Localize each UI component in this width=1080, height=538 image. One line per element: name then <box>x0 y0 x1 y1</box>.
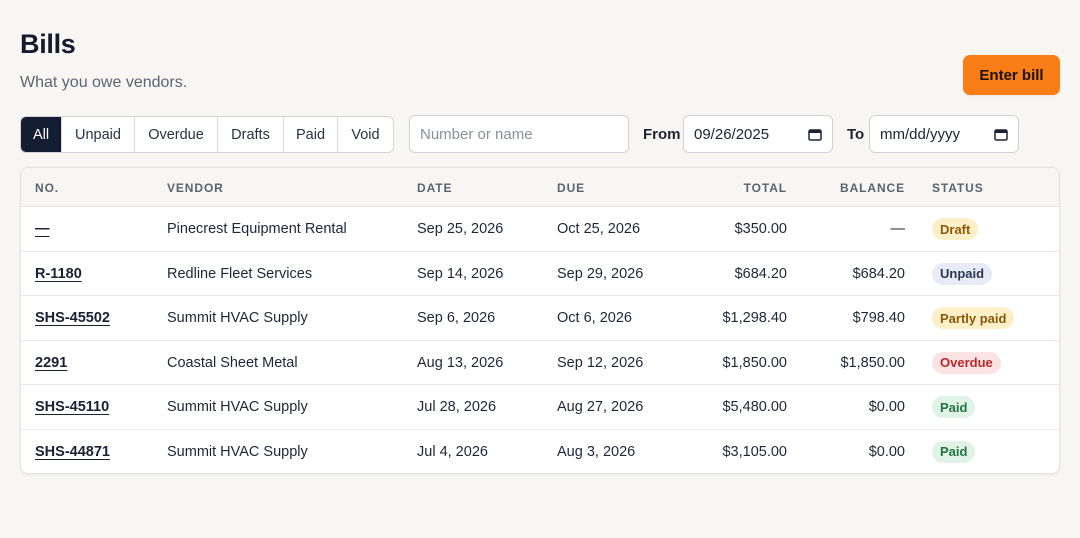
balance-amount: $1,850.00 <box>840 354 905 371</box>
tab-overdue[interactable]: Overdue <box>135 117 218 152</box>
bill-date: Sep 25, 2026 <box>417 221 504 237</box>
column-header-balance: BALANCE <box>840 181 905 195</box>
total-amount: $684.20 <box>734 265 787 282</box>
page-subtitle: What you owe vendors. <box>20 74 188 91</box>
due-date: Oct 25, 2026 <box>557 221 641 237</box>
total-amount: $1,298.40 <box>722 310 787 327</box>
bill-date: Sep 14, 2026 <box>417 265 504 282</box>
vendor-name: Summit HVAC Supply <box>167 310 308 327</box>
table-row[interactable]: SHS-44871 Summit HVAC Supply Jul 4, 2026 Au… <box>21 430 1059 473</box>
bill-number-link[interactable]: SHS-45502 <box>35 310 110 327</box>
balance-amount: — <box>890 221 906 237</box>
calendar-icon[interactable] <box>808 128 822 141</box>
status-cell: Overdue <box>932 341 1001 385</box>
status-cell: Partly paid <box>932 296 1015 340</box>
balance-amount: $0.00 <box>868 399 905 416</box>
to-date-field[interactable]: mm/dd/yyyy <box>869 115 1019 153</box>
status-badge: Paid <box>932 396 976 419</box>
column-header-no: NO. <box>35 181 60 195</box>
bill-number-link[interactable]: — <box>35 221 50 237</box>
bills-table: NO. VENDOR DATE DUE TOTAL BALANCE STATUS… <box>20 167 1060 474</box>
bill-number-link[interactable]: SHS-44871 <box>35 443 110 460</box>
tab-drafts[interactable]: Drafts <box>218 117 284 152</box>
table-row[interactable]: SHS-45502 Summit HVAC Supply Sep 6, 2026 Oc… <box>21 296 1059 341</box>
to-label: To <box>847 126 865 143</box>
total-amount: $1,850.00 <box>722 354 787 371</box>
table-header: NO. VENDOR DATE DUE TOTAL BALANCE STATUS <box>21 168 1059 207</box>
tab-void[interactable]: Void <box>338 117 393 152</box>
vendor-name: Redline Fleet Services <box>167 265 313 282</box>
due-date: Sep 12, 2026 <box>557 354 644 371</box>
bill-date: Aug 13, 2026 <box>417 354 504 371</box>
vendor-name: Summit HVAC Supply <box>167 399 308 416</box>
bill-number-link[interactable]: 2291 <box>35 354 68 371</box>
balance-amount: $0.00 <box>868 443 905 460</box>
status-cell: Draft <box>932 207 979 251</box>
from-date-field[interactable]: 09/26/2025 <box>683 115 833 153</box>
column-header-total: TOTAL <box>743 181 787 195</box>
status-badge: Draft <box>932 218 979 240</box>
due-date: Sep 29, 2026 <box>557 265 644 282</box>
due-date: Aug 27, 2026 <box>557 399 644 416</box>
from-label: From <box>643 126 681 143</box>
column-header-status: STATUS <box>932 181 984 195</box>
status-cell: Unpaid <box>932 252 993 296</box>
table-row[interactable]: 2291 Coastal Sheet Metal Aug 13, 2026 Sep 1… <box>21 341 1059 386</box>
bill-date: Sep 6, 2026 <box>417 310 496 327</box>
bill-date: Jul 4, 2026 <box>417 443 488 460</box>
status-badge: Unpaid <box>932 262 993 285</box>
status-badge: Overdue <box>932 351 1001 374</box>
search-input[interactable] <box>409 115 629 153</box>
vendor-name: Coastal Sheet Metal <box>167 354 298 371</box>
bill-number-link[interactable]: R-1180 <box>35 265 82 282</box>
from-date-value: 09/26/2025 <box>694 125 770 143</box>
table-row[interactable]: R-1180 Redline Fleet Services Sep 14, 2026… <box>21 252 1059 297</box>
table-row[interactable]: SHS-45110 Summit HVAC Supply Jul 28, 2026 A… <box>21 385 1059 430</box>
status-cell: Paid <box>932 385 976 429</box>
due-date: Oct 6, 2026 <box>557 310 632 327</box>
status-badge: Paid <box>932 440 976 463</box>
tab-unpaid[interactable]: Unpaid <box>62 117 135 152</box>
to-date-value: mm/dd/yyyy <box>880 125 961 143</box>
bill-date: Jul 28, 2026 <box>417 399 497 416</box>
vendor-name: Pinecrest Equipment Rental <box>167 221 347 237</box>
status-badge: Partly paid <box>932 307 1015 330</box>
table-body: — Pinecrest Equipment Rental Sep 25, 2026 O… <box>21 207 1059 473</box>
balance-amount: $684.20 <box>852 265 905 282</box>
vendor-name: Summit HVAC Supply <box>167 443 308 460</box>
status-cell: Paid <box>932 430 976 473</box>
bill-number-link[interactable]: SHS-45110 <box>35 399 110 416</box>
total-amount: $3,105.00 <box>722 443 787 460</box>
column-header-due: DUE <box>557 181 586 195</box>
balance-amount: $798.40 <box>852 310 905 327</box>
status-filter-tabs: All Unpaid Overdue Drafts Paid Void <box>20 116 394 153</box>
column-header-date: DATE <box>417 181 453 195</box>
column-header-vendor: VENDOR <box>167 181 224 195</box>
tab-paid[interactable]: Paid <box>284 117 338 152</box>
tab-all[interactable]: All <box>21 117 62 152</box>
total-amount: $5,480.00 <box>722 399 787 416</box>
calendar-icon[interactable] <box>994 128 1008 141</box>
page-title: Bills <box>20 29 76 59</box>
table-row[interactable]: — Pinecrest Equipment Rental Sep 25, 2026 O… <box>21 207 1059 252</box>
total-amount: $350.00 <box>734 221 787 237</box>
due-date: Aug 3, 2026 <box>557 443 636 460</box>
enter-bill-button[interactable]: Enter bill <box>963 55 1060 95</box>
